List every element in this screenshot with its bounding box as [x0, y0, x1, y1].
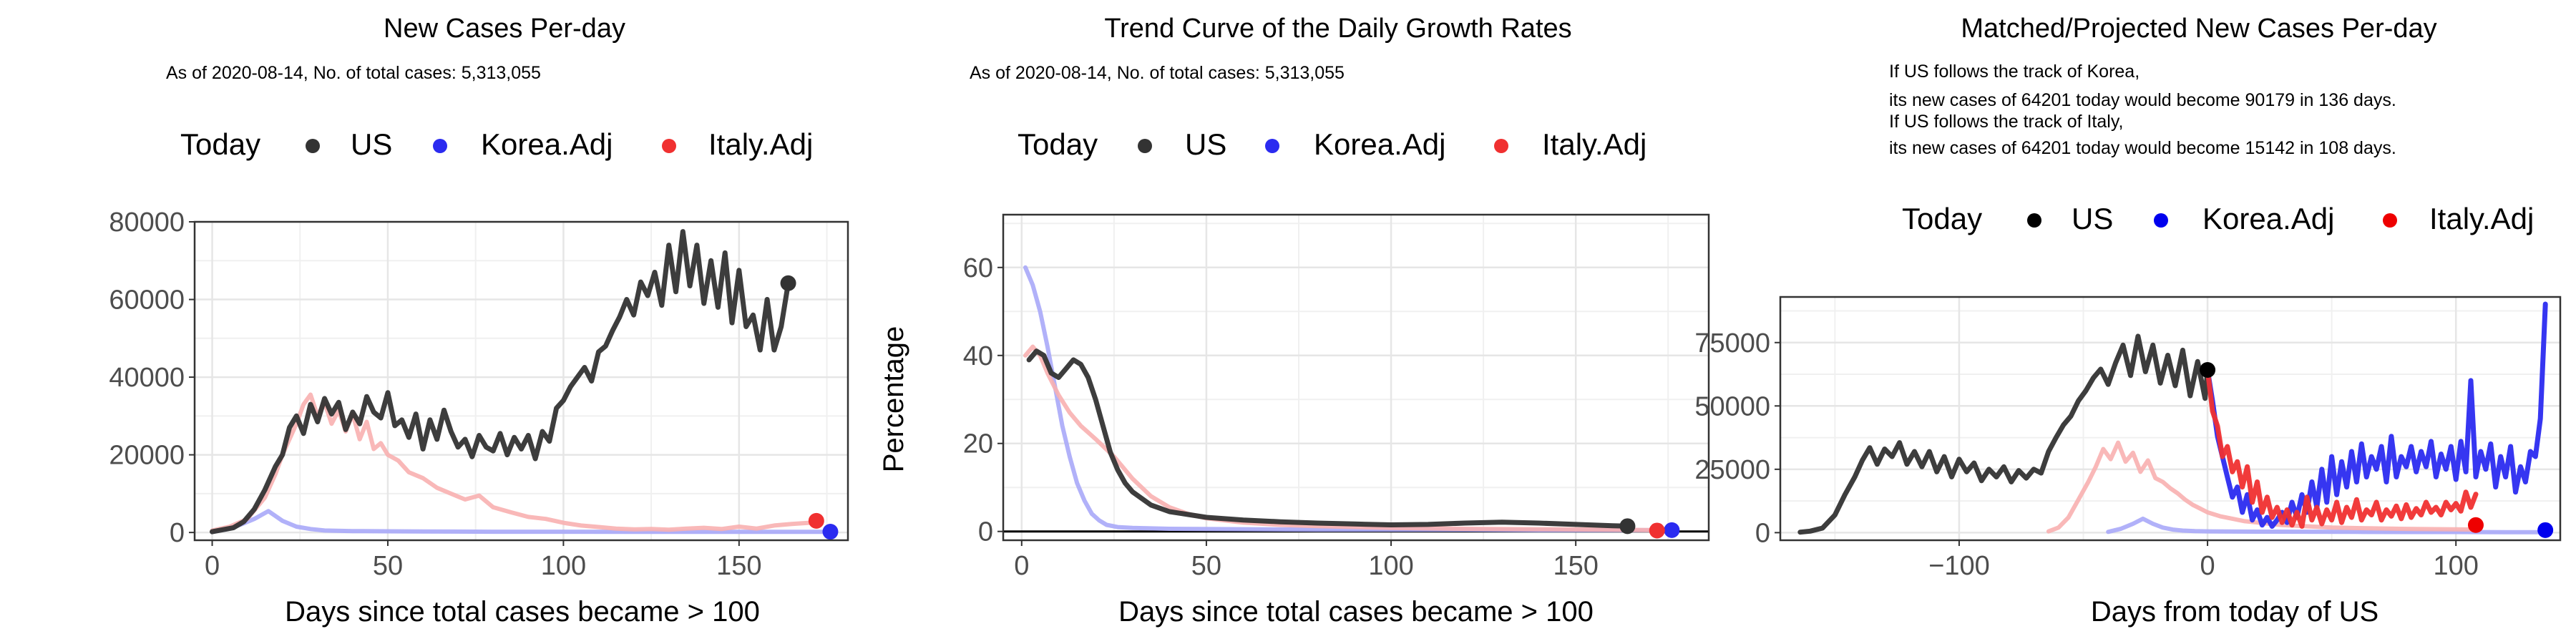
legend-label-korea: Korea.Adj — [2202, 202, 2334, 235]
y-tick-label: 20 — [963, 429, 993, 459]
legend: Today US Korea.Adj Italy.Adj — [180, 127, 813, 161]
panel-growth-rates: Trend Curve of the Daily Growth Rates As… — [878, 14, 1710, 628]
y-tick-label: 0 — [1755, 518, 1770, 548]
x-axis-label: Days since total cases became > 100 — [1118, 596, 1594, 628]
y-tick-label: 25000 — [1694, 455, 1770, 485]
x-tick-label: 50 — [1191, 551, 1221, 581]
plot-background — [1003, 215, 1709, 540]
annotation-line: If US follows the track of Italy, — [1889, 112, 2123, 132]
y-tick-label: 40000 — [109, 363, 185, 393]
legend-label-us: US — [1185, 127, 1226, 161]
y-tick-label: 0 — [170, 518, 185, 548]
legend-key-italy — [2383, 213, 2397, 228]
plot-area: 0 50 100 150 0 20 40 60 — [963, 213, 1710, 581]
today-point-italy-adj — [808, 512, 824, 529]
series-line-italy-adj — [2205, 367, 2479, 529]
legend-label-italy: Italy.Adj — [708, 127, 813, 161]
x-tick-label: 100 — [541, 551, 586, 581]
today-point-korea-adj — [1664, 522, 1680, 538]
today-point-korea-adj — [822, 524, 839, 540]
y-tick-label: 20000 — [109, 441, 185, 471]
today-point-us — [2200, 361, 2216, 378]
panel-new-cases: New Cases Per-day As of 2020-08-14, No. … — [109, 14, 849, 628]
x-tick-label: −100 — [1928, 551, 1990, 581]
plot-border — [1779, 296, 2562, 542]
y-tick-label: 60 — [963, 253, 993, 283]
x-tick-label: 150 — [1553, 551, 1598, 581]
today-point-us — [1619, 518, 1636, 535]
legend-key-korea — [433, 139, 447, 153]
x-axis-label: Days from today of US — [2091, 596, 2379, 628]
x-tick-label: 0 — [205, 551, 220, 581]
plot-border — [1002, 213, 1710, 542]
plot-area: 0 50 100 150 0 20000 40000 60000 80000 — [109, 208, 849, 581]
annotation-line: If US follows the track of Korea, — [1889, 62, 2140, 82]
y-axis-label: Percentage — [878, 326, 909, 473]
series-line-us — [1797, 333, 2210, 535]
plot-background — [1780, 297, 2560, 540]
legend-title: Today — [1902, 202, 1982, 235]
plot-border — [193, 220, 849, 542]
chart-title: Matched/Projected New Cases Per-day — [1961, 14, 2436, 44]
y-tick-label: 50000 — [1694, 391, 1770, 421]
chart-subtitle: As of 2020-08-14, No. of total cases: 5,… — [166, 63, 541, 83]
x-tick-label: 0 — [2200, 551, 2215, 581]
legend-key-us — [1138, 139, 1152, 153]
legend-key-italy — [1494, 139, 1508, 153]
series-line-us — [1026, 348, 1630, 529]
annotation-line: its new cases of 64201 today would becom… — [1889, 138, 2396, 158]
annotation-line: its new cases of 64201 today would becom… — [1889, 90, 2396, 110]
plot-background — [195, 222, 848, 540]
legend-key-korea — [2154, 213, 2168, 228]
x-tick-label: 150 — [716, 551, 761, 581]
legend-title: Today — [1018, 127, 1098, 161]
legend-key-us — [2027, 213, 2041, 228]
today-point-us — [780, 275, 796, 291]
series-line-us — [210, 229, 791, 535]
y-tick-label: 75000 — [1694, 328, 1770, 358]
legend-label-korea: Korea.Adj — [1314, 127, 1445, 161]
chart-title: Trend Curve of the Daily Growth Rates — [1104, 14, 1571, 44]
legend: Today US Korea.Adj Italy.Adj — [1902, 202, 2534, 235]
x-tick-label: 0 — [1014, 551, 1029, 581]
today-point-korea-adj — [2537, 522, 2554, 538]
legend-key-italy — [662, 139, 676, 153]
series-line-italy-adj — [210, 392, 822, 533]
today-point-italy-adj — [1649, 522, 1665, 539]
legend-label-italy: Italy.Adj — [2429, 202, 2534, 235]
legend-key-us — [306, 139, 320, 153]
chart-title: New Cases Per-day — [384, 14, 625, 44]
series-line-korea-adj — [2205, 301, 2548, 529]
legend-label-italy: Italy.Adj — [1542, 127, 1646, 161]
plot-area: −100 0 100 0 25000 50000 75000 — [1694, 296, 2562, 581]
chart-subtitle: As of 2020-08-14, No. of total cases: 5,… — [970, 63, 1345, 83]
y-tick-label: 40 — [963, 341, 993, 371]
legend-title: Today — [180, 127, 260, 161]
legend-key-korea — [1265, 139, 1279, 153]
x-axis-label: Days since total cases became > 100 — [285, 596, 760, 628]
panel-projected: Matched/Projected New Cases Per-day If U… — [1694, 14, 2562, 628]
x-tick-label: 100 — [1368, 551, 1413, 581]
legend-label-us: US — [351, 127, 392, 161]
y-tick-label: 60000 — [109, 286, 185, 316]
today-point-italy-adj — [2467, 517, 2484, 533]
legend-label-us: US — [2072, 202, 2113, 235]
series-line-italy-adj — [1023, 344, 1659, 532]
legend-label-korea: Korea.Adj — [481, 127, 613, 161]
y-tick-label: 0 — [978, 517, 993, 547]
series-line-korea-adj-pre-match- — [2106, 516, 2548, 535]
x-tick-label: 100 — [2434, 551, 2479, 581]
x-tick-label: 50 — [373, 551, 403, 581]
series-line-korea-adj — [210, 509, 829, 535]
y-tick-label: 80000 — [109, 208, 185, 238]
legend: Today US Korea.Adj Italy.Adj — [1018, 127, 1646, 161]
